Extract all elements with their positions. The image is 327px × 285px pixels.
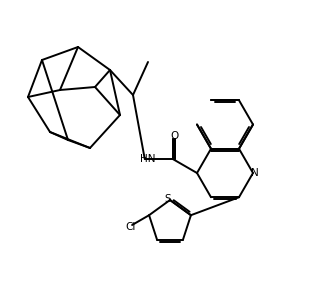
Text: Cl: Cl xyxy=(125,222,135,232)
Text: O: O xyxy=(171,131,179,141)
Text: S: S xyxy=(165,194,171,204)
Text: N: N xyxy=(251,168,259,178)
Text: HN: HN xyxy=(140,154,156,164)
